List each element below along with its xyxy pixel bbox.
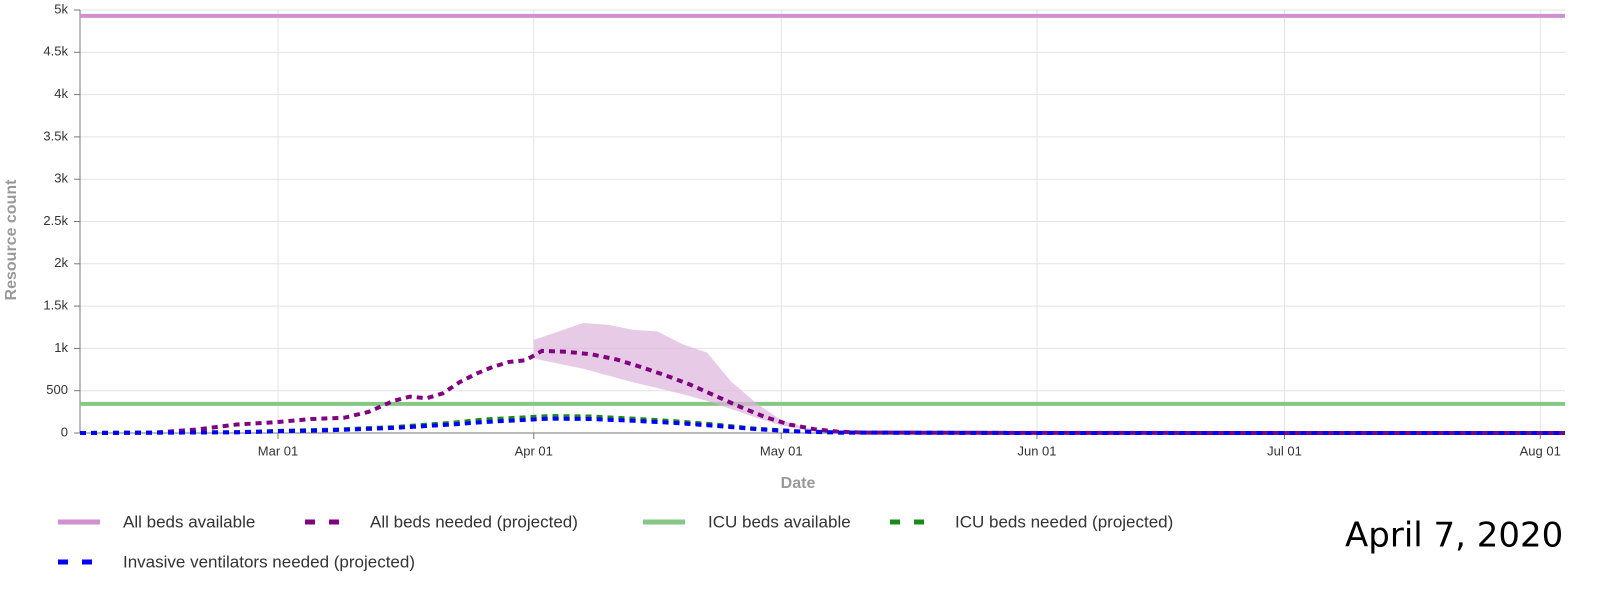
- y-tick-label: 500: [46, 382, 68, 397]
- y-tick-label: 4.5k: [43, 44, 68, 59]
- x-axis-title: Date: [781, 475, 816, 492]
- y-tick-label: 2k: [54, 255, 68, 270]
- y-tick-label: 3.5k: [43, 128, 68, 143]
- legend-label: ICU beds needed (projected): [955, 512, 1173, 531]
- y-axis-title: Resource count: [3, 179, 20, 301]
- legend-label: ICU beds available: [708, 512, 851, 531]
- x-tick-label: Jul 01: [1267, 443, 1302, 458]
- y-tick-label: 5k: [54, 1, 68, 16]
- y-tick-label: 2.5k: [43, 213, 68, 228]
- legend-label: All beds available: [123, 512, 255, 531]
- y-tick-label: 1k: [54, 340, 68, 355]
- y-tick-label: 4k: [54, 86, 68, 101]
- y-tick-label: 3k: [54, 171, 68, 186]
- x-tick-label: May 01: [760, 443, 803, 458]
- annotation: April 7, 2020: [1345, 516, 1563, 556]
- uncertainty-band: [533, 323, 839, 433]
- x-tick-label: Mar 01: [258, 443, 298, 458]
- series-line: [79, 416, 1565, 435]
- x-tick-label: Apr 01: [515, 443, 553, 458]
- y-tick-label: 1.5k: [43, 298, 68, 313]
- legend-label: Invasive ventilators needed (projected): [123, 552, 415, 571]
- x-tick-label: Jun 01: [1017, 443, 1056, 458]
- x-tick-label: Aug 01: [1520, 443, 1561, 458]
- series-line: [79, 348, 1566, 435]
- y-tick-label: 0: [61, 424, 68, 439]
- legend-label: All beds needed (projected): [370, 512, 578, 531]
